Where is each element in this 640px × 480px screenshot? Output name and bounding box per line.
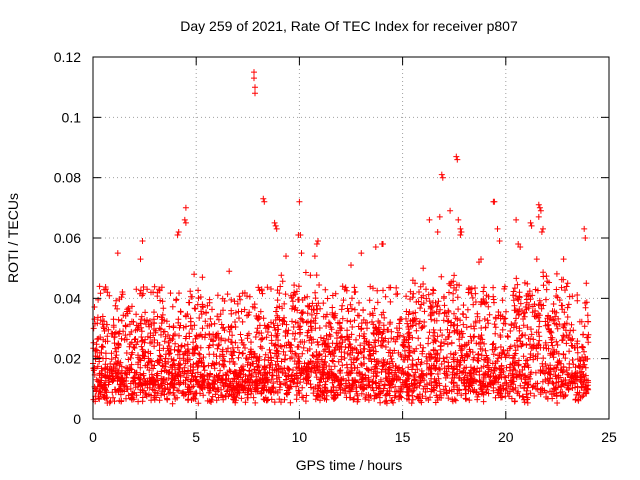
data-point [341, 286, 348, 293]
x-axis-label: GPS time / hours [296, 457, 403, 473]
data-point [139, 238, 146, 244]
x-tick-label: 15 [395, 429, 411, 445]
data-point [175, 229, 182, 235]
data-point [283, 253, 289, 260]
x-tick-label: 0 [89, 429, 97, 445]
data-point [426, 216, 433, 223]
data-point [311, 253, 318, 260]
data-point [454, 156, 461, 163]
data-point [182, 204, 189, 211]
data-point [496, 238, 503, 244]
data-point [420, 265, 427, 272]
data-point [536, 204, 543, 211]
data-point [434, 229, 441, 235]
data-point [315, 238, 321, 244]
data-point [491, 198, 498, 205]
data-point [296, 198, 303, 205]
data-point [517, 244, 524, 250]
data-point [538, 229, 545, 235]
x-tick-label: 10 [292, 429, 308, 445]
data-point [358, 250, 365, 257]
data-point [191, 271, 198, 278]
data-point [372, 244, 379, 250]
data-point [560, 256, 567, 263]
chart-title: Day 259 of 2021, Rate Of TEC Index for r… [180, 18, 518, 34]
y-tick-label: 0.1 [62, 109, 82, 125]
data-point [453, 153, 460, 160]
data-point [137, 256, 144, 263]
data-point [273, 225, 280, 232]
data-point [582, 235, 589, 241]
data-point [535, 201, 542, 208]
data-point [182, 219, 189, 226]
data-point [380, 241, 386, 247]
y-tick-label: 0.12 [54, 49, 81, 65]
data-point [252, 84, 258, 91]
x-tick-label: 25 [601, 429, 617, 445]
y-tick-label: 0.02 [54, 351, 81, 367]
data-point [527, 219, 534, 226]
data-point [114, 250, 121, 257]
data-point [528, 222, 535, 229]
x-tick-label: 20 [498, 429, 514, 445]
data-point [583, 280, 590, 287]
data-point [412, 280, 418, 287]
data-point [540, 225, 546, 232]
dense-band-points [90, 269, 592, 407]
data-point [272, 222, 279, 229]
y-axis-label: ROTI / TECUs [5, 193, 21, 283]
data-point [156, 286, 162, 293]
data-point [251, 75, 257, 82]
data-point [181, 216, 188, 223]
data-point [494, 225, 501, 232]
y-tick-label: 0.08 [54, 170, 81, 186]
data-point [226, 268, 233, 275]
data-point [533, 256, 540, 263]
data-point [271, 219, 278, 226]
data-point [298, 250, 305, 257]
data-point [447, 207, 454, 214]
data-point [457, 225, 464, 232]
data-point [513, 216, 520, 223]
data-point [535, 213, 542, 220]
data-point [438, 171, 445, 178]
data-point [458, 229, 465, 235]
data-point [581, 225, 588, 232]
data-point [564, 280, 571, 287]
data-point [261, 198, 268, 205]
data-point [476, 259, 482, 266]
grid [93, 57, 609, 419]
y-tick-label: 0 [73, 411, 81, 427]
data-point [251, 69, 257, 76]
data-point [348, 262, 354, 269]
axis-ticks: 0 0.02 0.04 0.06 0.08 0.1 0.12 0 5 10 15 20 25 [54, 49, 617, 445]
data-point [455, 216, 462, 223]
data-point [174, 232, 181, 238]
data-point [133, 286, 140, 293]
data-point [260, 195, 267, 202]
data-point [104, 289, 111, 296]
data-point [409, 277, 416, 284]
data-point [439, 174, 446, 181]
data-point [252, 90, 258, 97]
data-point [537, 207, 544, 214]
y-tick-label: 0.06 [54, 230, 81, 246]
data-point [457, 232, 464, 238]
data-point [436, 213, 443, 220]
x-tick-label: 5 [192, 429, 200, 445]
data-point [199, 274, 206, 281]
y-tick-label: 0.04 [54, 290, 81, 306]
data-point [313, 241, 320, 247]
data-points [90, 69, 592, 407]
data-point [297, 232, 304, 238]
